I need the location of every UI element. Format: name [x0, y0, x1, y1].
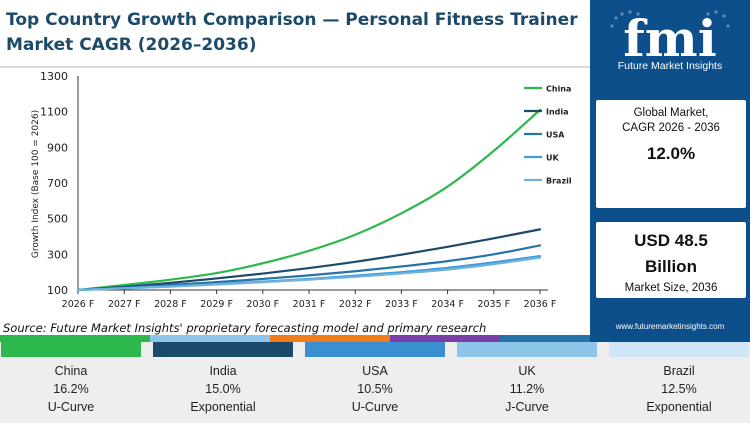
y-axis-label: Growth Index (Base 100 = 2026) — [31, 110, 41, 258]
series-line-usa — [76, 244, 542, 292]
chart-title: Top Country Growth Comparison — Personal… — [6, 10, 578, 55]
market-size-value-line2: Billion — [645, 257, 697, 276]
y-tick-label: 1100 — [40, 106, 68, 119]
accent-strip-1 — [0, 335, 150, 342]
website-url[interactable]: www.futuremarketinsights.com — [615, 322, 725, 331]
market-size-card: USD 48.5 Billion Market Size, 2036 — [596, 222, 746, 298]
x-tick-label: 2033 F — [385, 299, 418, 310]
accent-strip-3 — [270, 335, 390, 342]
source-note: Source: Future Market Insights' propriet… — [3, 321, 487, 335]
cagr-value: 12.0% — [646, 144, 696, 163]
market-size-label: Market Size, 2036 — [624, 282, 718, 294]
country-curve: U-Curve — [351, 400, 399, 414]
country-color-bar — [609, 342, 749, 357]
country-cagr: 15.0% — [205, 382, 241, 396]
x-tick-label: 2032 F — [339, 299, 372, 310]
x-tick-label: 2029 F — [200, 299, 233, 310]
y-tick-label: 300 — [47, 248, 68, 261]
growth-line-chart: Growth Index (Base 100 = 2026) 100 300 500… — [31, 70, 572, 310]
accent-strip-2 — [150, 335, 270, 342]
legend-label: India — [546, 108, 569, 117]
country-color-bar — [457, 342, 597, 357]
country-name: India — [209, 364, 237, 378]
country-summary-row: China 16.2% U-Curve India 15.0% Exponent… — [0, 342, 750, 423]
country-cagr: 16.2% — [53, 382, 89, 396]
accent-strip-4 — [390, 335, 500, 342]
country-card-china: China 16.2% U-Curve — [1, 342, 141, 423]
country-cagr: 11.2% — [509, 382, 545, 396]
legend-label: UK — [546, 154, 559, 163]
market-size-value-line1: USD 48.5 — [634, 231, 708, 250]
y-tick-label: 900 — [47, 141, 68, 154]
summary-panel: fmi Future Market Insights Global Market… — [590, 0, 750, 342]
x-tick-label: 2026 F — [62, 299, 95, 310]
x-tick-label: 2031 F — [293, 299, 326, 310]
series-line-china — [76, 108, 542, 292]
country-color-bar — [1, 342, 141, 357]
x-tick-label: 2036 F — [524, 299, 557, 310]
country-cagr: 10.5% — [357, 382, 393, 396]
logo-wordmark: fmi — [623, 9, 716, 68]
legend-label: Brazil — [546, 177, 572, 186]
legend-label: China — [546, 85, 571, 94]
series-line-india — [76, 228, 542, 292]
y-tick-label: 700 — [47, 177, 68, 190]
title-divider — [0, 66, 590, 68]
country-card-usa: USA 10.5% U-Curve — [305, 342, 445, 423]
logo-subtitle: Future Market Insights — [617, 60, 723, 72]
country-curve: Exponential — [190, 400, 256, 414]
x-tick-label: 2035 F — [477, 299, 510, 310]
x-tick-label: 2027 F — [108, 299, 141, 310]
country-card-brazil: Brazil 12.5% Exponential — [609, 342, 749, 423]
country-cagr: 12.5% — [661, 382, 697, 396]
country-curve: Exponential — [646, 400, 712, 414]
country-color-bar — [305, 342, 445, 357]
country-name: USA — [362, 364, 388, 378]
y-tick-label: 1300 — [40, 70, 68, 83]
country-card-india: India 15.0% Exponential — [153, 342, 293, 423]
country-curve: J-Curve — [505, 400, 549, 414]
x-tick-label: 2028 F — [154, 299, 187, 310]
country-name: China — [54, 364, 88, 378]
cagr-label-line1: Global Market, — [633, 107, 709, 119]
cagr-card: Global Market, CAGR 2026 - 2036 12.0% — [596, 100, 746, 208]
x-tick-label: 2030 F — [246, 299, 279, 310]
country-card-uk: UK 11.2% J-Curve — [457, 342, 597, 423]
country-curve: U-Curve — [47, 400, 95, 414]
y-tick-label: 500 — [47, 213, 68, 226]
series-line-brazil — [76, 256, 542, 292]
country-color-bar — [153, 342, 293, 357]
legend-label: USA — [546, 131, 565, 140]
country-name: UK — [518, 364, 536, 378]
y-tick-label: 100 — [47, 284, 68, 297]
cagr-label-line2: CAGR 2026 - 2036 — [622, 122, 720, 134]
country-name: Brazil — [663, 364, 695, 378]
accent-strip-5 — [500, 335, 590, 342]
fmi-logo: fmi — [610, 9, 730, 68]
x-tick-label: 2034 F — [431, 299, 464, 310]
